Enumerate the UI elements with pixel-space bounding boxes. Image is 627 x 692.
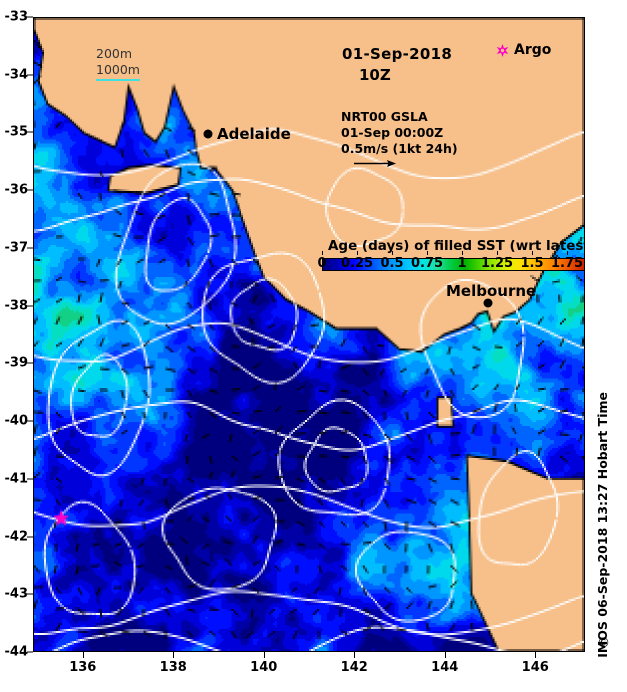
- latitude-tick-mark: [27, 247, 33, 249]
- colorbar-tick-label: 1.75: [550, 256, 584, 271]
- colorbar-tick-mark: [322, 251, 323, 255]
- latitude-tick-mark: [27, 74, 33, 76]
- latitude-tick-label: -36: [4, 182, 29, 198]
- gsla-time-label: 01-Sep 00:00Z: [341, 125, 444, 140]
- latitude-tick-label: -44: [4, 644, 29, 660]
- sst-age-raster: [34, 18, 584, 651]
- argo-float-icon: [496, 43, 509, 57]
- colorbar-title: Age (days) of filled SST (wrt latest): [327, 238, 585, 254]
- latitude-tick-label: -39: [4, 355, 29, 371]
- longitude-tick-mark: [82, 652, 84, 658]
- colorbar-tick-label: 0.5: [380, 256, 404, 271]
- bathymetry-legend: 200m 1000m: [96, 46, 140, 81]
- imos-credit: IMOS 06-Sep-2018 13:27 Hobart Time: [595, 392, 610, 658]
- colorbar-tick-mark: [392, 251, 393, 255]
- latitude-tick-label: -41: [4, 471, 29, 487]
- latitude-tick-label: -35: [4, 124, 29, 140]
- colorbar-tick-mark: [427, 251, 428, 255]
- latitude-tick-label: -38: [4, 298, 29, 314]
- latitude-tick-mark: [27, 305, 33, 307]
- gsla-product-label: NRT00 GSLA: [341, 109, 428, 124]
- longitude-tick-label: 146: [521, 660, 549, 675]
- gsla-annotation: NRT00 GSLA 01-Sep 00:00Z 0.5m/s (1kt 24h…: [341, 109, 458, 173]
- latitude-tick-mark: [27, 362, 33, 364]
- colorbar-tick-mark: [532, 251, 533, 255]
- longitude-tick-label: 140: [250, 660, 278, 675]
- latitude-tick-label: -40: [4, 413, 29, 429]
- latitude-tick-mark: [27, 189, 33, 191]
- latitude-tick-mark: [27, 593, 33, 595]
- colorbar-gradient: [322, 258, 584, 271]
- latitude-tick-mark: [27, 420, 33, 422]
- velocity-scale-arrow-icon: [354, 160, 396, 167]
- colorbar-tick-label: 0: [317, 256, 327, 271]
- argo-legend-label: Argo: [514, 42, 552, 58]
- latitude-tick-label: -42: [4, 529, 29, 545]
- bathymetry-legend-line: [96, 79, 140, 81]
- latitude-tick-mark: [27, 651, 33, 653]
- map-plot-area: 200m 1000m 01-Sep-2018 10Z Argo NRT00 GS…: [33, 17, 585, 652]
- colorbar-tick-mark: [497, 251, 498, 255]
- longitude-tick-label: 136: [69, 660, 97, 675]
- latitude-tick-mark: [27, 16, 33, 18]
- city-label-melbourne: Melbourne: [446, 282, 537, 300]
- longitude-tick-mark: [444, 652, 446, 658]
- copyright-symbol: ©: [597, 636, 610, 651]
- latitude-tick-mark: [27, 478, 33, 480]
- colorbar-tick-label: 0.75: [410, 256, 444, 271]
- longitude-tick-mark: [354, 652, 356, 658]
- longitude-tick-mark: [263, 652, 265, 658]
- city-marker-adelaide: [203, 129, 213, 139]
- colorbar-tick-label: 0.25: [340, 256, 374, 271]
- depth-200-label: 200m: [96, 46, 133, 61]
- latitude-tick-label: -37: [4, 240, 29, 256]
- longitude-tick-mark: [173, 652, 175, 658]
- date-title: 01-Sep-2018: [342, 45, 453, 63]
- argo-legend: Argo: [496, 42, 551, 58]
- colorbar-tick-mark: [567, 251, 568, 255]
- colorbar-tick-label: 1.25: [480, 256, 514, 271]
- latitude-tick-label: -43: [4, 586, 29, 602]
- colorbar-tick-mark: [357, 251, 358, 255]
- latitude-tick-label: -34: [4, 67, 29, 83]
- city-label-adelaide: Adelaide: [217, 125, 291, 143]
- depth-1000-label: 1000m: [96, 62, 140, 77]
- longitude-tick-label: 138: [159, 660, 187, 675]
- colorbar-tick-label: 1: [457, 256, 467, 271]
- longitude-tick-label: 144: [431, 660, 459, 675]
- time-title: 10Z: [359, 66, 391, 84]
- gsla-speed-label: 0.5m/s (1kt 24h): [341, 141, 458, 156]
- city-marker-melbourne: [483, 298, 493, 308]
- colorbar-tick-label: 1.5: [520, 256, 544, 271]
- latitude-tick-label: -33: [4, 9, 29, 25]
- latitude-tick-mark: [27, 536, 33, 538]
- colorbar-tick-mark: [462, 251, 463, 255]
- longitude-tick-label: 142: [340, 660, 368, 675]
- latitude-tick-mark: [27, 131, 33, 133]
- longitude-tick-mark: [535, 652, 537, 658]
